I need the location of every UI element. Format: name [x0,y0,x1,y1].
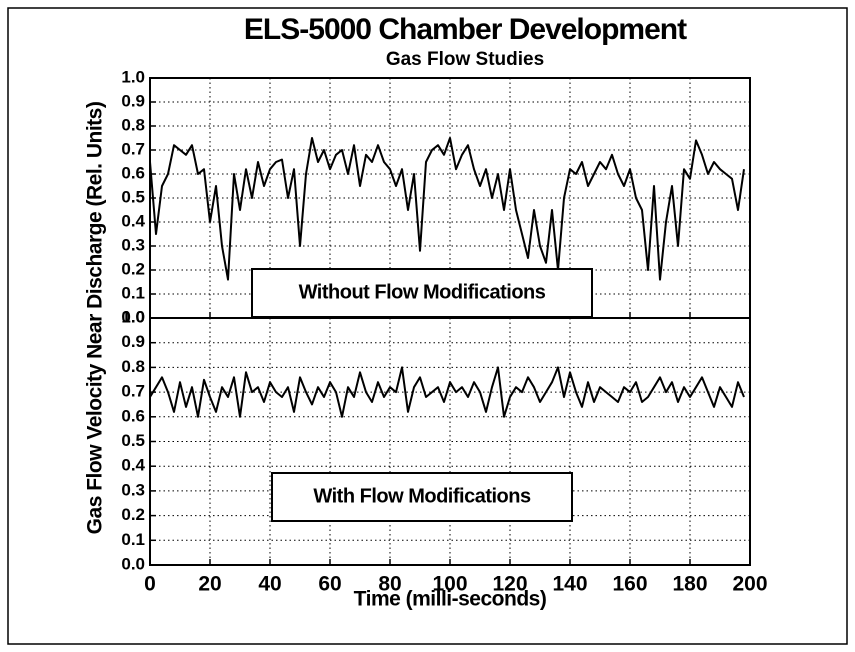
y-tick-label: 0.4 [121,211,145,230]
y-tick-label: 0.8 [121,115,145,134]
y-axis-label: Gas Flow Velocity Near Discharge (Rel. U… [84,102,107,535]
y-tick-label: 0.3 [121,480,145,499]
x-tick-label: 40 [258,573,281,596]
data-line [149,366,745,418]
annotation: With Flow Modifications [313,485,531,507]
x-tick-label: 140 [552,573,587,596]
data-line [149,137,745,281]
annotation: Without Flow Modifications [299,281,546,303]
y-tick-label: 1.0 [121,307,145,326]
y-tick-label: 0.2 [121,259,145,278]
y-tick-label: 0.3 [121,235,145,254]
plot-frame [149,317,751,566]
x-tick-label: 60 [318,573,341,596]
y-tick-label: 0.7 [121,139,145,158]
x-tick-label: 160 [612,573,647,596]
y-tick-label: 0.7 [121,382,145,401]
annotation-box [251,268,593,318]
annotation-box [271,472,573,522]
y-tick-label: 0.1 [121,530,145,549]
x-tick-label: 0 [144,573,156,596]
chart-title: ELS-5000 Chamber Development [244,13,687,46]
frame [7,7,848,645]
y-tick-label: 0.5 [121,187,145,206]
y-tick-label: 0.5 [121,431,145,450]
y-tick-label: 0.4 [121,456,145,475]
y-tick-label: 0.6 [121,163,145,182]
x-tick-label: 200 [732,573,767,596]
y-tick-label: 0.9 [121,332,145,351]
y-tick-label: 1.0 [121,67,145,86]
y-tick-label: 0.6 [121,406,145,425]
x-tick-label: 100 [432,573,467,596]
x-tick-label: 180 [672,573,707,596]
chart-subtitle: Gas Flow Studies [386,49,544,70]
x-tick-label: 20 [198,573,221,596]
y-tick-label: 0.8 [121,357,145,376]
y-tick-label: 0.0 [121,554,145,573]
x-axis-label: Time (milli-seconds) [354,588,547,611]
y-tick-label: 0.0 [121,307,145,326]
y-tick-label: 0.9 [121,91,145,110]
x-tick-label: 120 [492,573,527,596]
y-tick-label: 0.1 [121,283,145,302]
x-tick-label: 80 [378,573,401,596]
y-tick-label: 0.2 [121,505,145,524]
